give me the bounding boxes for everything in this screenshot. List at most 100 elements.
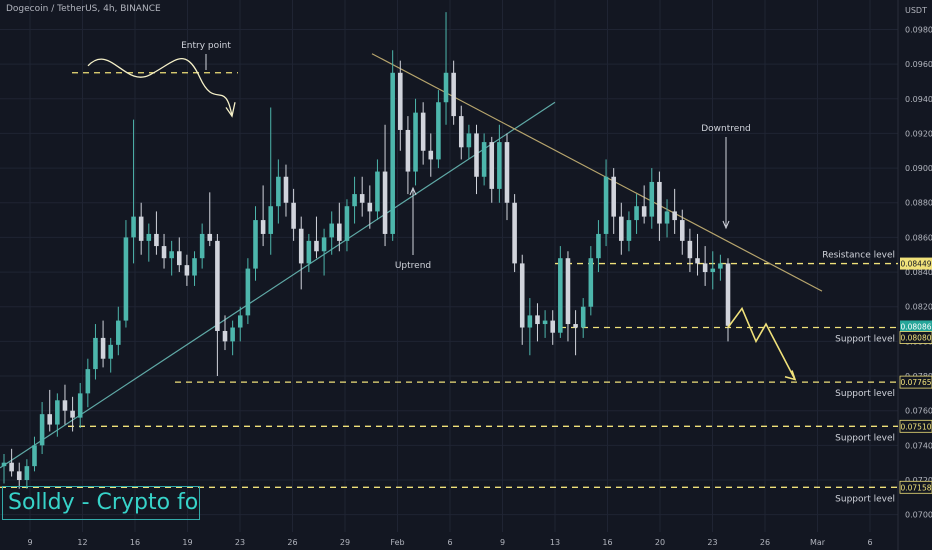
candle-body — [451, 72, 456, 117]
candle-body — [70, 410, 75, 418]
candle-body — [131, 216, 136, 238]
price-tag-label: 0.07765 — [900, 378, 931, 387]
price-tag-label: 0.08080 — [900, 334, 931, 343]
brand-watermark: Solldy - Crypto for U — [2, 486, 200, 520]
annotation-label: Downtrend — [701, 124, 751, 134]
candle-body — [641, 206, 647, 217]
candle-body — [420, 112, 426, 151]
x-tick-label: 9 — [500, 538, 505, 547]
entry-curve — [87, 58, 233, 117]
horizontal-levels: Resistance level Support level Support lev… — [0, 72, 898, 504]
x-tick-label: Feb — [390, 538, 404, 547]
candle-body — [634, 206, 639, 221]
candle-body — [458, 116, 464, 148]
candle-body — [85, 369, 91, 394]
level-label: Support level — [835, 335, 895, 345]
candle-body — [580, 306, 586, 328]
candle-body — [679, 220, 685, 241]
candle-body — [215, 240, 220, 331]
candle-body — [565, 258, 571, 325]
candle-body — [474, 133, 479, 177]
candle-body — [314, 240, 319, 252]
candle-body — [619, 216, 624, 241]
candle-body — [626, 220, 632, 241]
candle-body — [466, 133, 472, 148]
candle-body — [390, 72, 395, 234]
candle-body — [169, 251, 174, 259]
candle-body — [184, 265, 190, 276]
level-label: Support level — [835, 494, 895, 504]
candle-body — [367, 202, 373, 212]
candle-body — [77, 393, 83, 418]
candle-body — [16, 471, 22, 481]
price-tag-label: 0.08449 — [900, 260, 931, 269]
candle-body — [596, 233, 601, 259]
candle-body — [245, 268, 251, 316]
time-axis: 9 12 16 19 23 26 29 Feb 6 9 13 16 20 23 26 Mar 6 — [27, 538, 872, 547]
price-tag-label: 0.08086 — [900, 322, 931, 331]
x-tick-label: 9 — [27, 538, 32, 547]
candle-body — [497, 142, 502, 189]
candle-body — [337, 223, 342, 241]
candle-body — [123, 237, 129, 321]
candle-body — [382, 171, 388, 234]
x-tick-label: 20 — [655, 538, 665, 547]
price-tag-box — [900, 320, 932, 333]
candle-body — [268, 206, 274, 234]
x-tick-label: 23 — [235, 538, 245, 547]
uptrend-line — [0, 101, 556, 469]
projection-path — [727, 306, 796, 380]
candle-body — [93, 337, 98, 370]
price-axis-bg — [898, 0, 932, 550]
candle-body — [573, 324, 578, 328]
candle-body — [9, 462, 14, 472]
price-tag-label: 0.07158 — [900, 483, 931, 492]
price-tag-box — [899, 419, 932, 433]
annotation-label: Entry point — [181, 41, 231, 51]
x-tick-label: 26 — [760, 538, 770, 547]
candle-body — [718, 263, 723, 269]
x-tick-label: 19 — [182, 538, 192, 547]
candle-body — [489, 142, 495, 189]
candle-body — [603, 176, 609, 234]
candle-body — [481, 142, 487, 177]
x-tick-label: 16 — [602, 538, 612, 547]
candle-body — [116, 320, 121, 345]
candle-body — [192, 258, 197, 276]
candle-body — [558, 258, 563, 333]
candle-body — [161, 246, 167, 259]
chart-title: Dogecoin / TetherUS, 4h, BINANCE — [6, 4, 161, 14]
candle-body — [405, 129, 411, 172]
candle-body — [154, 233, 159, 247]
candle-body — [519, 263, 525, 328]
price-tag-box — [900, 257, 932, 270]
chart-grid — [0, 0, 898, 532]
candle-body — [512, 202, 517, 264]
candle-body — [306, 240, 312, 264]
price-tag-label: 0.07510 — [900, 422, 931, 431]
candle-body — [542, 320, 548, 325]
candle-body — [672, 211, 677, 221]
candle-body — [725, 263, 731, 326]
candle-body — [47, 414, 53, 425]
price-tag-box — [899, 331, 932, 344]
candle-body — [611, 176, 616, 217]
candle-body — [436, 102, 441, 160]
candle-body — [32, 445, 37, 467]
candle-body — [24, 466, 30, 481]
price-tag-box — [899, 375, 932, 389]
candle-body — [321, 237, 327, 252]
candle-body — [230, 327, 235, 342]
candle-body — [176, 251, 182, 266]
price-tags: 0.08449 0.08086 0.08080 0.07765 0.07510 0.071… — [899, 257, 932, 494]
